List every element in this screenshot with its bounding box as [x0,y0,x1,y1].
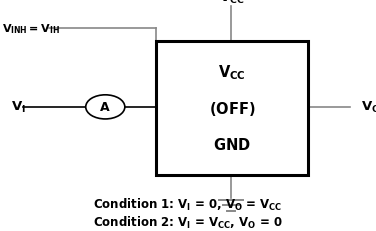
Text: $\mathbf{GND}$: $\mathbf{GND}$ [213,137,251,153]
Bar [156,42,308,176]
Text: $\mathbf{V_O}$: $\mathbf{V_O}$ [361,100,376,115]
Circle shape [86,95,125,119]
Text: Condition 1: $\mathbf{V_I}$ = 0, $\mathbf{V_O}$ = $\mathbf{V_{CC}}$: Condition 1: $\mathbf{V_I}$ = 0, $\mathb… [93,196,283,213]
Text: $\mathbf{V_I}$: $\mathbf{V_I}$ [11,100,26,115]
Text: $\mathbf{(OFF)}$: $\mathbf{(OFF)}$ [209,100,255,118]
Text: $\mathbf{V_{INH} = V_{IH}}$: $\mathbf{V_{INH} = V_{IH}}$ [2,22,60,36]
Text: $\mathbf{A}$: $\mathbf{A}$ [100,101,111,114]
Text: $\mathbf{V_{CC}}$: $\mathbf{V_{CC}}$ [218,0,244,6]
Text: Condition 2: $\mathbf{V_I}$ = $\mathbf{V_{CC}}$, $\mathbf{V_O}$ = 0: Condition 2: $\mathbf{V_I}$ = $\mathbf{V… [93,214,283,230]
Text: $\mathbf{V_{CC}}$: $\mathbf{V_{CC}}$ [218,63,246,82]
